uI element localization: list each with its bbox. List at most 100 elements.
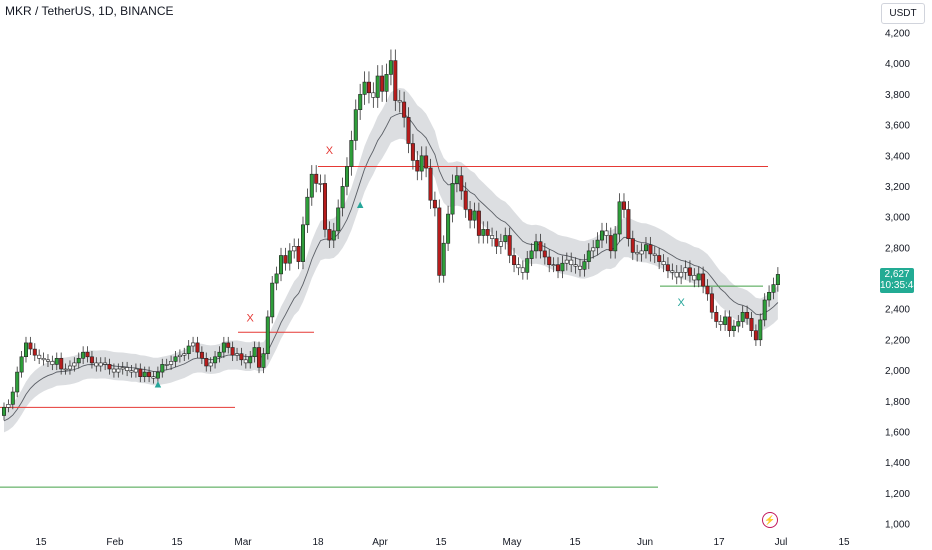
y-tick-label: 3,600 [885, 121, 910, 132]
candle [94, 357, 99, 372]
candle [116, 363, 121, 378]
candle [533, 233, 538, 259]
candle [252, 341, 257, 363]
candle [239, 347, 244, 366]
candle [81, 346, 86, 365]
candle [111, 363, 116, 378]
candle [582, 254, 587, 277]
candle [50, 355, 55, 371]
candle [107, 358, 112, 375]
candle [89, 350, 94, 369]
x-tick-label: Jul [775, 537, 788, 548]
last-price-tag: 2,627 10:35:48 [880, 268, 919, 293]
candle [731, 319, 736, 337]
candle [643, 236, 648, 259]
candle [278, 247, 283, 282]
candle [340, 177, 345, 217]
candle [199, 346, 204, 365]
candle [129, 365, 134, 378]
candle [213, 350, 218, 369]
candle [283, 247, 288, 271]
candle [393, 49, 398, 111]
candle [630, 230, 635, 261]
candle [635, 244, 640, 262]
signal-x-marker: X [247, 312, 255, 324]
candle [362, 71, 367, 105]
candle [292, 238, 297, 259]
bar-countdown: 10:35:48 [880, 280, 919, 291]
candle [674, 265, 679, 285]
x-tick-label: 15 [838, 537, 850, 548]
candle [683, 260, 688, 280]
candle [19, 350, 24, 378]
candle [305, 188, 310, 233]
x-tick-label: 18 [312, 537, 324, 548]
candle [771, 277, 776, 300]
candle [287, 243, 292, 271]
candle [221, 336, 226, 359]
candle [775, 267, 780, 292]
candle [336, 199, 341, 239]
candle [63, 363, 68, 375]
currency-button[interactable]: USDT [881, 3, 925, 24]
candle [296, 238, 301, 270]
y-tick-label: 2,400 [885, 305, 910, 316]
last-price: 2,627 [884, 269, 910, 280]
candle [740, 305, 745, 328]
candle [476, 202, 481, 244]
y-tick-label: 2,000 [885, 366, 910, 377]
y-tick-label: 1,600 [885, 427, 910, 438]
candle [177, 349, 182, 363]
candle [621, 193, 626, 218]
candle [28, 336, 33, 355]
y-tick-label: 2,800 [885, 243, 910, 254]
candle [147, 366, 152, 383]
candle [454, 166, 459, 193]
candle [692, 268, 697, 288]
candle [248, 350, 253, 369]
candle [709, 286, 714, 319]
candle [314, 165, 319, 193]
x-tick-label: 15 [569, 537, 581, 548]
candle [507, 227, 512, 264]
candle [450, 174, 455, 223]
ema-line [3, 112, 779, 422]
candle [256, 341, 261, 374]
symbol-title: MKR / TetherUS, 1D, BINANCE [5, 4, 174, 18]
candle [217, 346, 222, 363]
candle [45, 354, 50, 368]
y-tick-label: 3,800 [885, 90, 910, 101]
candle [626, 201, 631, 247]
candle [54, 352, 59, 371]
x-tick-label: Feb [106, 537, 124, 548]
candle [657, 247, 662, 270]
candle [547, 249, 552, 273]
y-tick-label: 1,200 [885, 489, 910, 500]
candle [679, 265, 684, 285]
candle [169, 355, 174, 371]
candle [208, 357, 213, 372]
candle [349, 130, 354, 176]
x-tick-label: 15 [35, 537, 47, 548]
y-tick-label: 3,200 [885, 182, 910, 193]
candle [459, 166, 464, 200]
candle [72, 357, 77, 372]
candle [670, 263, 675, 280]
lightning-icon[interactable]: ⚡ [762, 512, 778, 528]
candle [595, 232, 600, 256]
y-tick-label: 3,400 [885, 151, 910, 162]
candle [23, 336, 28, 363]
candle [538, 233, 543, 259]
candle [617, 193, 622, 242]
candle [133, 363, 138, 378]
candle [410, 133, 415, 170]
x-tick-label: Apr [372, 537, 388, 548]
y-tick-label: 4,200 [885, 29, 910, 40]
candle [665, 257, 670, 279]
candle [300, 216, 305, 270]
candle [749, 311, 754, 337]
candle [32, 343, 37, 362]
candle [388, 49, 393, 86]
candle [125, 361, 130, 377]
